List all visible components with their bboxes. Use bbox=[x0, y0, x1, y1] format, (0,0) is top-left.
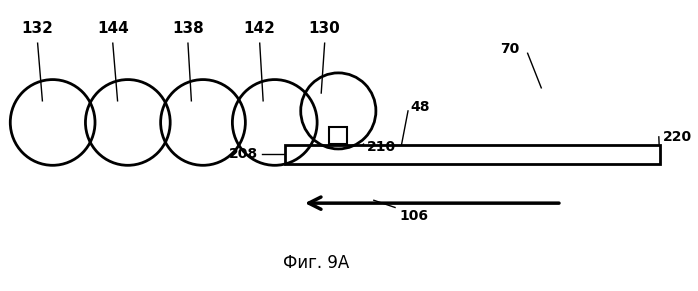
Text: 208: 208 bbox=[228, 147, 258, 161]
Text: 138: 138 bbox=[172, 21, 204, 36]
Text: 70: 70 bbox=[500, 42, 519, 56]
Text: 132: 132 bbox=[22, 21, 54, 36]
Text: Фиг. 9A: Фиг. 9A bbox=[283, 254, 349, 272]
Text: 48: 48 bbox=[410, 100, 429, 113]
Text: 130: 130 bbox=[309, 21, 341, 36]
Bar bbox=[285, 145, 660, 164]
Text: 144: 144 bbox=[97, 21, 128, 36]
Text: 220: 220 bbox=[663, 130, 692, 144]
Bar bbox=[329, 127, 347, 144]
Text: 210: 210 bbox=[367, 140, 396, 154]
Text: 142: 142 bbox=[244, 21, 276, 36]
Text: 106: 106 bbox=[399, 209, 428, 223]
